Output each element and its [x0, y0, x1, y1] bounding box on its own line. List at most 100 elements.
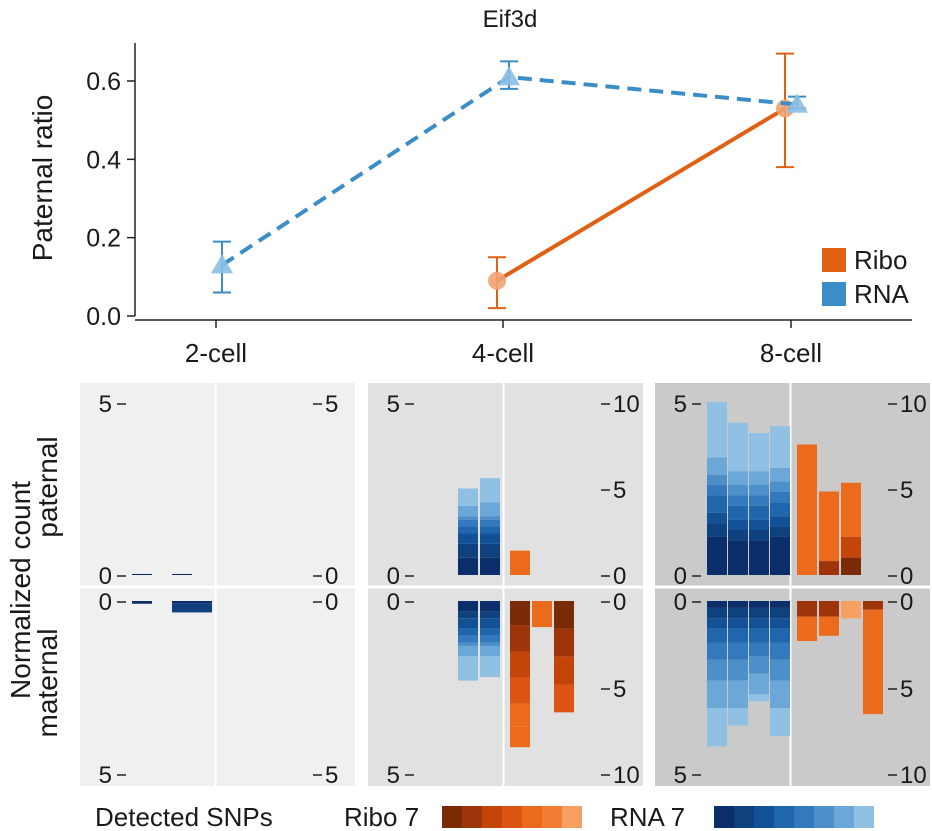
rna-paternal-bar-segment [480, 526, 500, 534]
maternal-row-label: maternal [32, 629, 63, 738]
rna-paternal-bar-segment [749, 519, 769, 531]
rna-maternal-bar-segment [728, 601, 748, 608]
y-tick-label: 0.2 [86, 225, 121, 253]
rna-legend-swatch [822, 282, 846, 306]
left-tick-label: 5 [99, 391, 112, 418]
ribo-maternal-bar-segment [863, 609, 883, 715]
right-tick-label: 10 [613, 762, 640, 789]
right-tick-label: 5 [613, 676, 626, 703]
rna-paternal-bar-segment [458, 519, 478, 527]
rna-maternal-bar-segment [728, 628, 748, 643]
rna-paternal-bar-segment [458, 533, 478, 544]
ribo-maternal-bar-segment [510, 625, 530, 652]
rna-maternal-bar-segment [707, 642, 727, 660]
rna-maternal-bar-segment [172, 601, 192, 604]
rna-legend-swatch [714, 806, 734, 828]
rna-paternal-bar-segment [707, 512, 727, 524]
rna-maternal-bar-segment [480, 611, 500, 619]
right-tick-label: 10 [900, 762, 927, 789]
rna-paternal-bar-segment [728, 530, 748, 541]
ribo-series-line [495, 106, 787, 283]
chart-title: Eif3d [483, 6, 538, 33]
rna-maternal-bar-segment [480, 618, 500, 629]
rna-point [786, 93, 808, 113]
right-tick-label: 0 [325, 589, 338, 616]
rna-maternal-bar-segment [480, 628, 500, 636]
right-tick-label: 0 [900, 589, 913, 616]
rna-paternal-bar-segment [172, 573, 192, 575]
ribo-legend-swatch [542, 806, 562, 828]
rna-maternal-bar-segment [728, 708, 748, 726]
rna-paternal-bar-segment [728, 485, 748, 496]
rna-paternal-bar-segment [770, 536, 790, 575]
ribo-legend-swatch [442, 806, 462, 828]
ribo-maternal-bar-segment [510, 703, 530, 727]
rna-maternal-bar-segment [749, 673, 769, 695]
x-tick-label: 8-cell [760, 338, 822, 368]
rna-paternal-bar-segment [749, 485, 769, 496]
rna-legend-swatch [734, 806, 754, 828]
rna-maternal-bar-segment [749, 642, 769, 657]
rna-paternal-bar-segment [749, 495, 769, 506]
right-tick-label: 5 [325, 762, 338, 789]
rna-paternal-bar-segment [770, 526, 790, 537]
rna-maternal-bar-segment [770, 680, 790, 709]
rna-maternal-bar-segment [707, 607, 727, 619]
rna-maternal-bar-segment [458, 642, 478, 646]
ribo-legend-label: Ribo [854, 245, 907, 275]
rna-maternal-bar-segment [749, 618, 769, 629]
rna-maternal-bar-segment [707, 618, 727, 629]
paternal-row-label: paternal [32, 436, 63, 537]
right-tick-label: 0 [325, 563, 338, 590]
rna-maternal-bar-segment [770, 659, 790, 681]
ribo-legend-swatch [462, 806, 482, 828]
rna-paternal-bar-segment [770, 467, 790, 482]
ribo-maternal-bar-segment [797, 616, 817, 642]
rna-paternal-bar-segment [707, 402, 727, 458]
y-tick-label: 0.0 [86, 303, 121, 331]
rna-maternal-bar-segment [707, 601, 727, 608]
ribo-paternal-bar-segment [841, 536, 861, 558]
rna-maternal-bar-segment [458, 611, 478, 619]
right-tick-label: 0 [613, 563, 626, 590]
left-tick-label: 5 [674, 391, 687, 418]
rna-point [211, 254, 233, 274]
right-tick-label: 10 [613, 391, 640, 418]
rna-paternal-bar-segment [480, 533, 500, 544]
ribo-paternal-bar-segment [841, 557, 861, 575]
y-tick-label: 0.4 [86, 146, 121, 174]
ribo-legend-swatch [522, 806, 542, 828]
ribo-maternal-bar-segment [510, 601, 530, 626]
rna-maternal-bar-segment [770, 618, 790, 629]
rna-paternal-bar-segment [728, 540, 748, 575]
rna-maternal-bar-segment [728, 618, 748, 629]
rna-maternal-bar-segment [728, 642, 748, 660]
rna-paternal-bar-segment [480, 519, 500, 527]
rna-paternal-bar-segment [770, 516, 790, 527]
ribo-paternal-bar-segment [841, 482, 861, 537]
rna-paternal-bar-segment [749, 505, 769, 520]
left-tick-label: 5 [99, 762, 112, 789]
panel-background [368, 383, 643, 786]
rna-paternal-bar-segment [480, 502, 500, 517]
rna-maternal-bar-segment [480, 642, 500, 646]
rna-paternal-bar-segment [749, 530, 769, 541]
left-tick-label: 5 [387, 391, 400, 418]
rna-legend-swatch [834, 806, 854, 828]
left-tick-label: 0 [387, 563, 400, 590]
ribo-maternal-bar-segment [797, 601, 817, 617]
right-tick-label: 0 [900, 563, 913, 590]
rna-paternal-bar-segment [770, 502, 790, 517]
rna-maternal-bar-segment [749, 607, 769, 619]
left-tick-label: 0 [387, 589, 400, 616]
rna-paternal-bar-segment [707, 485, 727, 496]
rna-legend-swatch [794, 806, 814, 828]
rna-maternal-bar-segment [480, 601, 500, 612]
rna-paternal-bar-segment [480, 557, 500, 575]
ribo-maternal-bar-segment [554, 601, 574, 629]
right-tick-label: 5 [613, 477, 626, 504]
y-axis-label: Paternal ratio [27, 95, 58, 262]
rna-maternal-bar-segment [192, 603, 212, 613]
